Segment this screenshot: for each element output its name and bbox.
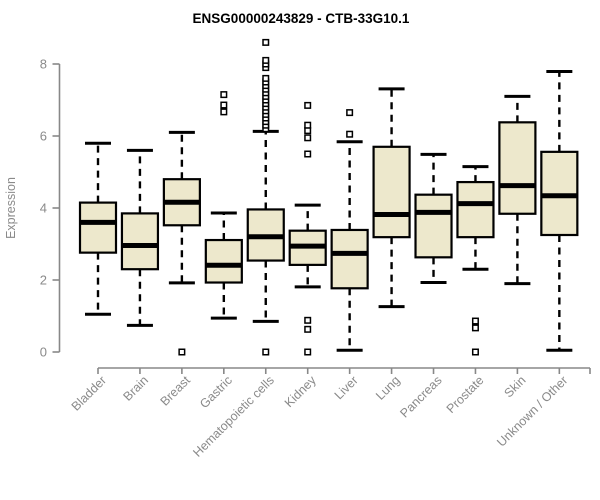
chart-title: ENSG00000243829 - CTB-33G10.1 bbox=[193, 11, 410, 26]
x-tick-label-lung: Lung bbox=[373, 373, 403, 403]
x-tick-label-liver: Liver bbox=[332, 373, 361, 402]
outlier-point bbox=[471, 324, 479, 332]
x-tick-label-gastric: Gastric bbox=[197, 373, 235, 411]
outlier-point bbox=[304, 316, 312, 324]
y-tick-label: 0 bbox=[40, 345, 47, 360]
x-tick-label-breast: Breast bbox=[158, 373, 194, 409]
x-tick-label-prostate: Prostate bbox=[444, 373, 487, 416]
outlier-point bbox=[220, 108, 228, 116]
outlier-point bbox=[346, 130, 354, 138]
box-brain bbox=[120, 148, 160, 327]
box-prostate bbox=[456, 165, 495, 356]
outlier-point bbox=[304, 101, 312, 109]
y-axis-label: Expression bbox=[4, 177, 18, 239]
y-tick-label: 4 bbox=[40, 201, 47, 216]
outlier-point bbox=[262, 56, 270, 64]
y-tick-label: 2 bbox=[40, 273, 47, 288]
box-breast bbox=[162, 130, 201, 356]
y-axis: 0 2 4 6 8 bbox=[40, 57, 61, 360]
iqr-box bbox=[372, 145, 411, 239]
outlier-point bbox=[262, 348, 270, 356]
box-kidney bbox=[288, 101, 327, 356]
y-tick-label: 8 bbox=[40, 57, 47, 72]
box-bladder bbox=[78, 141, 118, 316]
iqr-box bbox=[78, 201, 118, 254]
outlier-point bbox=[262, 74, 270, 82]
x-tick-label-brain: Brain bbox=[121, 373, 152, 404]
iqr-box bbox=[498, 121, 537, 215]
box-lung bbox=[372, 87, 411, 309]
x-tick-label-kidney: Kidney bbox=[282, 373, 319, 410]
iqr-box bbox=[204, 238, 243, 284]
box-unknown-other bbox=[540, 70, 579, 352]
outlier-point bbox=[220, 101, 228, 109]
outlier-point bbox=[220, 91, 228, 99]
outlier-point bbox=[262, 38, 270, 46]
iqr-box bbox=[414, 193, 453, 259]
outlier-point bbox=[304, 348, 312, 356]
outlier-point bbox=[346, 109, 354, 117]
outlier-point bbox=[471, 348, 479, 356]
x-tick-label-hematopoietic-cells: Hematopoietic cells bbox=[190, 373, 277, 460]
iqr-box bbox=[120, 212, 160, 271]
box-hematopoietic-cells bbox=[246, 38, 285, 356]
box-skin bbox=[498, 94, 537, 286]
iqr-box bbox=[330, 228, 369, 290]
outlier-point bbox=[304, 150, 312, 158]
box-gastric bbox=[204, 91, 243, 320]
y-tick-label: 6 bbox=[40, 129, 47, 144]
x-tick-label-skin: Skin bbox=[501, 373, 528, 400]
x-tick-label-pancreas: Pancreas bbox=[397, 373, 444, 420]
outlier-point bbox=[304, 325, 312, 333]
outlier-point bbox=[304, 121, 312, 129]
box-series bbox=[78, 38, 579, 356]
iqr-box bbox=[456, 180, 495, 239]
x-tick-label-bladder: Bladder bbox=[69, 373, 109, 413]
outlier-point bbox=[304, 134, 312, 142]
box-liver bbox=[330, 109, 369, 352]
x-tick-label-unknown-other: Unknown / Other bbox=[494, 373, 570, 449]
outlier-point bbox=[471, 317, 479, 325]
outlier-point bbox=[178, 348, 186, 356]
box-pancreas bbox=[414, 152, 453, 285]
